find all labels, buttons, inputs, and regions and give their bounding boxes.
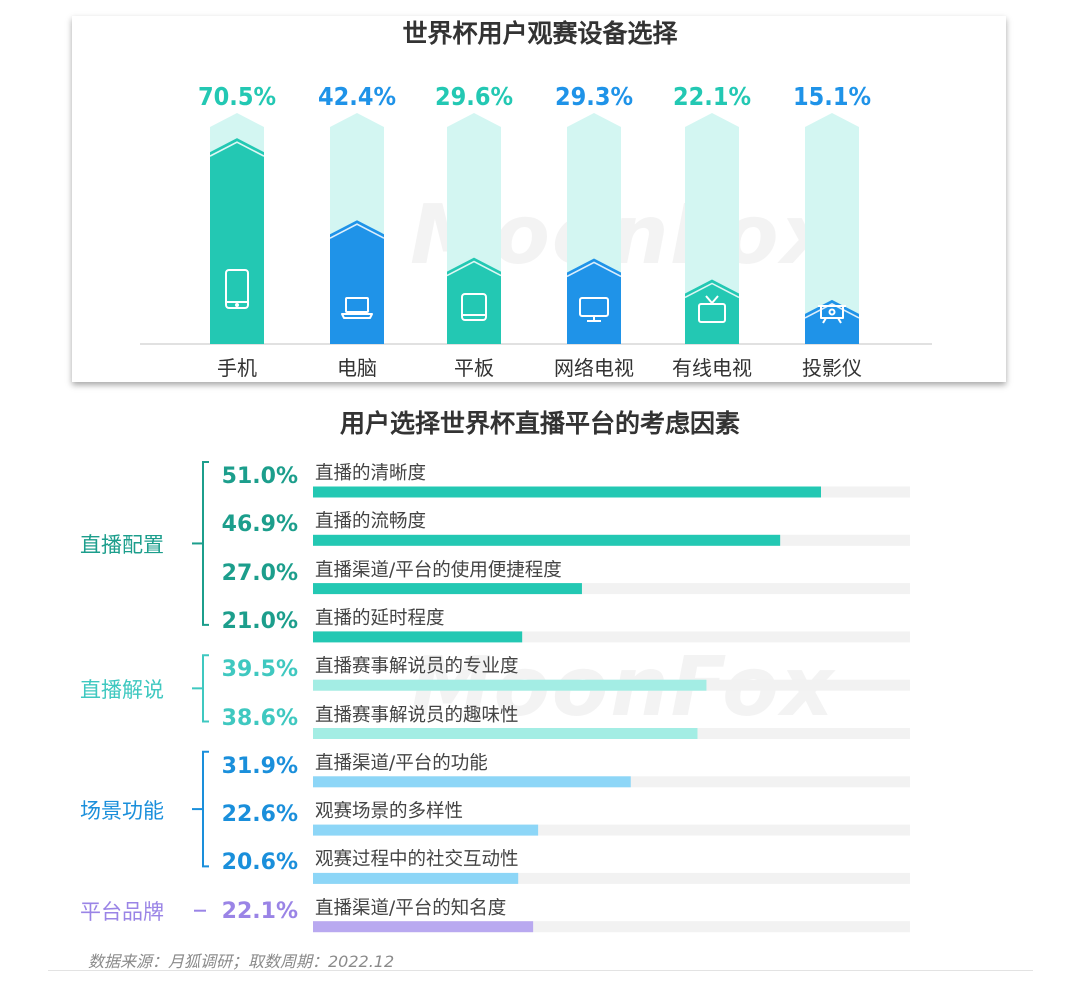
device-bar [685,279,739,344]
device-value-label: 29.3% [554,82,634,111]
factor-label: 直播赛事解说员的专业度 [315,656,519,678]
device-category-label: 网络电视 [554,356,634,380]
group-label: 直播配置 [80,533,164,558]
device-chart-title: 世界杯用户观赛设备选择 [402,19,678,48]
device-value-label: 29.6% [434,82,514,111]
factor-label: 直播渠道/平台的知名度 [315,897,507,919]
device-bar [447,257,501,344]
monitor-icon [579,297,609,322]
factor-label: 观赛过程中的社交互动性 [315,849,519,871]
factor-bar [313,631,523,643]
device-bar [567,258,621,344]
factor-value-label: 31.9% [221,753,298,779]
factor-value-label: 39.5% [221,657,298,683]
device-category-label: 有线电视 [672,356,752,380]
device-bar-cap-line [684,282,740,299]
factor-bar-track [313,921,910,933]
factor-label: 直播的延时程度 [315,607,445,629]
device-value-label: 22.1% [672,82,752,111]
device-bar-cap-line [446,260,502,277]
tv-icon [698,295,726,323]
device-bar-cap-line [329,223,385,239]
factor-bar [313,824,539,836]
factor-label: 直播渠道/平台的使用便捷程度 [315,559,562,581]
factor-label: 直播赛事解说员的趣味性 [315,704,519,726]
factor-value-label: 21.0% [221,608,298,634]
device-bar-track [805,113,859,344]
factor-bar [313,679,707,691]
device-bar-track [685,113,739,344]
device-category-label: 投影仪 [802,356,862,380]
group-label: 直播解说 [80,678,164,703]
device-category-label: 手机 [217,356,257,380]
factor-bar [313,776,631,788]
device-bar [330,220,384,344]
factor-bar [313,583,582,595]
device-bar [210,138,264,344]
factor-value-label: 27.0% [221,560,298,586]
source-note: 数据来源：月狐调研；取数周期：2022.12 [88,952,395,971]
device-bar-cap-line [804,303,860,319]
factor-value-label: 20.6% [221,850,298,876]
projector-icon [818,305,846,324]
factor-value-label: 38.6% [221,705,298,731]
footer-divider [48,970,1033,971]
factor-bar-track [313,824,910,836]
factor-bar [313,486,821,498]
device-value-label: 42.4% [317,82,397,111]
factor-label: 直播的流畅度 [315,511,427,533]
tablet-icon [461,293,487,321]
device-bar-cap-line [566,261,622,278]
factor-bar-track [313,583,910,595]
device-value-label: 15.1% [792,82,872,111]
factor-bar-track [313,631,910,643]
device-category-label: 平板 [454,356,494,380]
factor-bar [313,872,519,884]
factor-value-label: 22.1% [221,898,298,924]
device-value-label: 70.5% [197,82,277,111]
device-bar-cap-line [209,141,265,157]
factor-bar [313,728,698,739]
device-category-label: 电脑 [337,356,377,380]
factor-bar-track [313,872,910,884]
laptop-icon [341,297,373,319]
factor-value-label: 51.0% [221,464,298,489]
factor-label: 直播渠道/平台的功能 [315,752,488,774]
factor-label: 观赛场景的多样性 [315,801,464,823]
factor-value-label: 46.9% [221,512,298,538]
group-label: 场景功能 [80,799,164,824]
factors-chart-title: 用户选择世界杯直播平台的考虑因素 [339,409,740,438]
factor-bar [313,921,534,933]
factor-value-label: 22.6% [221,802,298,828]
group-label: 平台品牌 [80,899,164,924]
phone-icon [225,269,249,309]
factor-bar [313,534,781,546]
factor-label: 直播的清晰度 [315,463,427,484]
